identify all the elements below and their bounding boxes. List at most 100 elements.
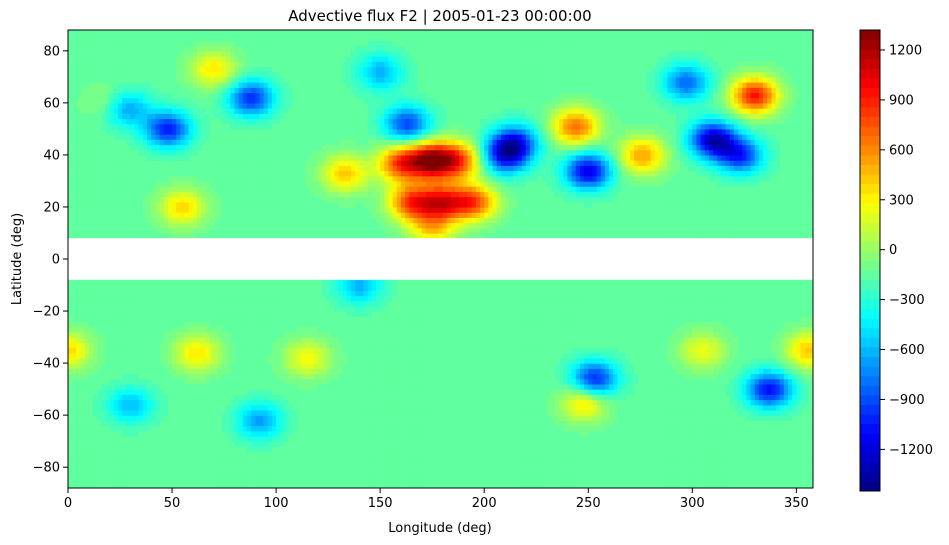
heatmap-cell [305,482,310,488]
heatmap-cell [721,342,727,349]
heatmap-cell [405,461,410,468]
heatmap-cell [804,409,810,416]
heatmap-cell [296,467,302,473]
heatmap-cell [309,451,315,458]
heatmap-cell [271,404,277,411]
heatmap-cell [109,435,115,442]
heatmap-cell [142,357,148,364]
heatmap-cell [546,477,552,484]
heatmap-cell [671,342,677,349]
heatmap-cell [488,347,494,354]
heatmap-cell [717,461,723,468]
heatmap-cell [192,451,198,458]
heatmap-cell [779,441,785,447]
heatmap-cell [796,435,802,442]
heatmap-cell [192,357,198,364]
heatmap-cell [97,389,102,395]
heatmap-cell [463,446,469,453]
heatmap-cell [334,342,340,349]
heatmap-cell [525,430,531,437]
heatmap-cell [230,451,236,458]
heatmap-cell [151,430,156,437]
heatmap-cell [625,467,631,473]
heatmap-cell [276,352,281,359]
heatmap-cell [313,441,319,447]
heatmap-cell [638,420,643,427]
heatmap-cell [271,389,277,395]
heatmap-cell [246,461,252,468]
heatmap-cell [317,472,323,479]
heatmap-cell [554,456,560,463]
heatmap-cell [600,441,606,447]
heatmap-cell [346,451,352,458]
heatmap-cell [101,477,107,484]
heatmap-cell [763,394,768,401]
heatmap-cell [771,357,777,364]
heatmap-cell [534,467,539,473]
heatmap-cell [613,352,618,359]
heatmap-cell [638,357,643,364]
heatmap-cell [263,373,269,380]
heatmap-cell [271,446,277,453]
heatmap-cell [246,425,252,432]
heatmap-cell [217,477,223,484]
heatmap-cell [117,477,123,484]
heatmap-cell [604,451,610,458]
heatmap-cell [480,435,485,442]
heatmap-cell [683,482,689,488]
heatmap-cell [505,425,510,432]
heatmap-cell [301,363,306,369]
heatmap-cell [301,373,306,380]
heatmap-cell [584,409,589,416]
heatmap-cell [334,482,340,488]
heatmap-cell [546,415,552,421]
heatmap-cell [584,352,589,359]
heatmap-cell [525,456,531,463]
heatmap-cell [217,461,223,468]
heatmap-cell [721,404,727,411]
heatmap-cell [117,399,123,406]
heatmap-cell [771,435,777,442]
heatmap-cell [288,342,294,349]
heatmap-cell [446,425,452,432]
heatmap-cell [733,415,739,421]
heatmap-cell [238,472,244,479]
heatmap-cell [409,357,415,364]
heatmap-cell [663,404,668,411]
heatmap-cell [609,357,614,364]
heatmap-cell [467,467,473,473]
heatmap-cell [105,389,111,395]
heatmap-cell [346,357,352,364]
heatmap-cell [742,451,748,458]
heatmap-cell [455,409,460,416]
heatmap-cell [321,420,327,427]
heatmap-cell [717,415,723,421]
heatmap-cell [654,477,660,484]
heatmap-cell [546,347,552,354]
heatmap-cell [688,394,693,401]
heatmap-cell [217,363,223,369]
heatmap-cell [455,482,460,488]
heatmap-cell [417,347,423,354]
heatmap-cell [80,456,86,463]
heatmap-cell [679,394,685,401]
heatmap-cell [488,373,494,380]
heatmap-cell [621,363,627,369]
heatmap-cell [625,347,631,354]
heatmap-cell [159,409,165,416]
heatmap-cell [792,482,797,488]
heatmap-cell [184,342,190,349]
heatmap-cell [109,420,115,427]
heatmap-cell [130,378,136,385]
heatmap-cell [692,389,698,395]
heatmap-cell [288,394,294,401]
heatmap-cell [546,383,552,390]
heatmap-cell [197,399,202,406]
heatmap-cell [571,389,577,395]
heatmap-cell [230,430,236,437]
heatmap-cell [130,446,136,453]
heatmap-cell [434,467,440,473]
heatmap-cell [371,415,377,421]
heatmap-cell [496,347,502,354]
heatmap-cell [771,456,777,463]
